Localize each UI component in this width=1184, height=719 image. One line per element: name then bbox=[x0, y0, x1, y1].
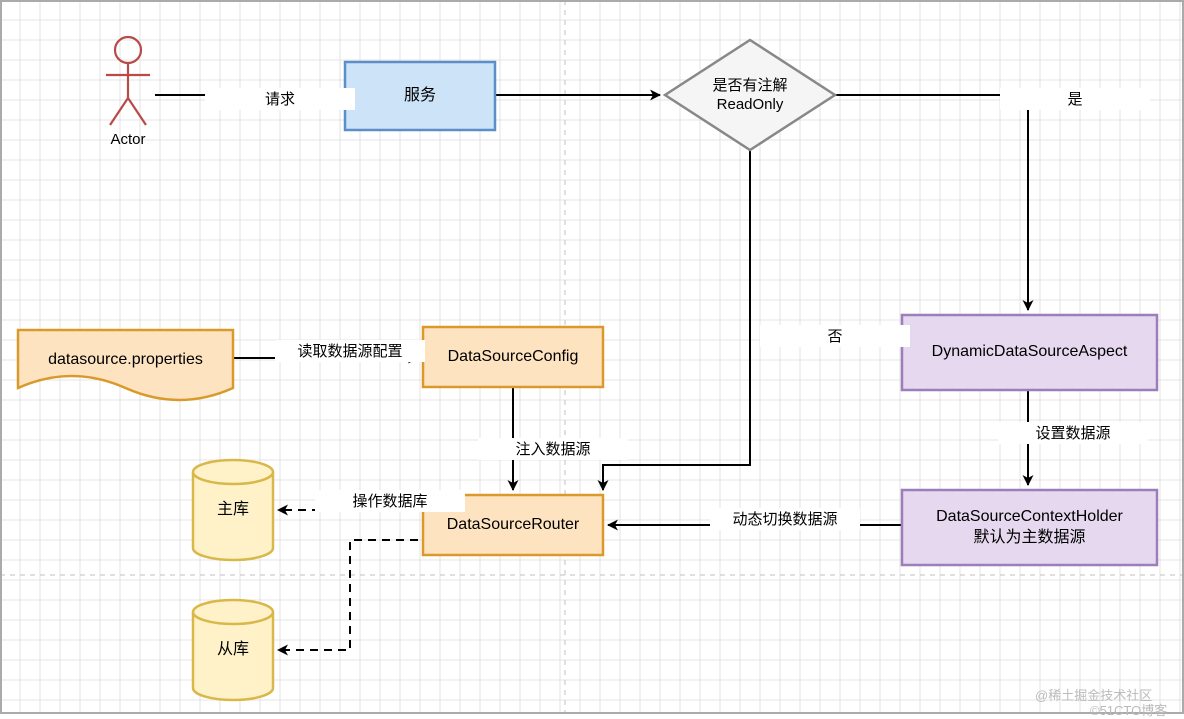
node-service bbox=[345, 62, 495, 130]
edge-router_to_slave bbox=[278, 540, 418, 650]
node-dsprops bbox=[18, 330, 233, 400]
node-dsconfig bbox=[423, 327, 603, 387]
node-dsrouter bbox=[423, 495, 603, 555]
node-ctxholder bbox=[902, 490, 1157, 565]
edge-decision_yes bbox=[835, 95, 1028, 310]
flowchart-canvas bbox=[0, 0, 1184, 714]
node-aspect bbox=[902, 315, 1157, 390]
node-decision bbox=[665, 40, 835, 150]
actor-icon bbox=[106, 37, 150, 125]
